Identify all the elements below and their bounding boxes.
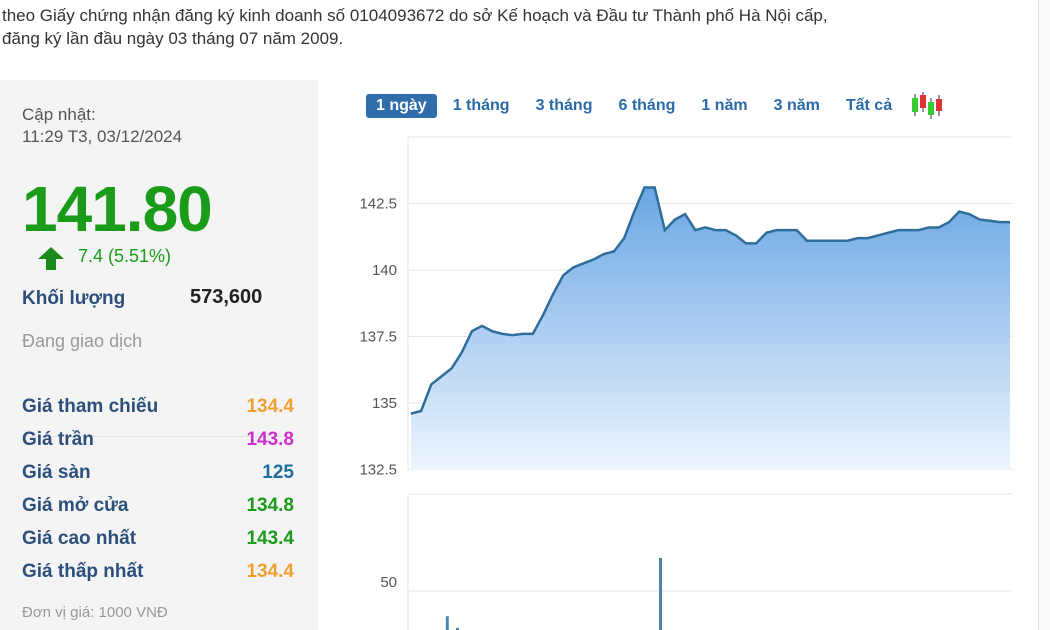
company-intro: theo Giấy chứng nhận đăng ký kinh doanh … [2, 4, 1032, 50]
y-tick-label: 132.5 [359, 462, 397, 479]
stat-value: 143.4 [246, 527, 294, 549]
candlestick-chart-icon[interactable] [910, 92, 944, 120]
stat-label: Giá mở cửa [22, 494, 129, 516]
scrollbar[interactable] [1038, 0, 1050, 630]
change-value: 7.4 (5.51%) [78, 246, 172, 266]
update-label: Cập nhật: [22, 105, 96, 124]
tab-1-ngày[interactable]: 1 ngày [366, 94, 437, 118]
y-tick-label: 135 [372, 395, 397, 412]
stat-label: Giá tham chiếu [22, 395, 159, 417]
tab-3-năm[interactable]: 3 năm [773, 97, 820, 114]
stat-value: 134.8 [246, 494, 294, 516]
update-time: 11:29 T3, 03/12/2024 [22, 127, 183, 146]
intro-line-1: theo Giấy chứng nhận đăng ký kinh doanh … [2, 6, 828, 25]
volume-tick-label: 50 [380, 574, 397, 591]
volume-label: Khối lượng [22, 288, 126, 309]
tab-1-năm[interactable]: 1 năm [701, 97, 748, 114]
update-info: Cập nhật: 11:29 T3, 03/12/2024 [22, 104, 182, 148]
stat-row: Giá trần 143.8 [22, 423, 294, 456]
volume-bar [455, 627, 459, 630]
volume-value: 573,600 [190, 286, 263, 308]
stat-row: Giá tham chiếu 134.4 [22, 390, 294, 423]
price-stats: Giá tham chiếu 134.4 Giá trần 143.8 Giá sàn 1… [22, 390, 294, 588]
period-tabs: 1 ngày 1 tháng 3 tháng 6 tháng 1 năm 3 năm Tất… [366, 92, 944, 120]
stat-value: 125 [262, 461, 294, 483]
volume-bar [659, 558, 663, 630]
stat-value: 143.8 [246, 428, 294, 450]
arrow-up-icon [38, 246, 64, 270]
current-price: 141.80 [22, 173, 213, 245]
tab-1-tháng[interactable]: 1 tháng [452, 97, 510, 114]
y-tick-label: 140 [372, 262, 397, 279]
price-change: 7.4 (5.51%) [38, 246, 172, 270]
trading-status: Đang giao dịch [22, 331, 143, 351]
y-tick-label: 137.5 [359, 329, 397, 346]
stat-value: 134.4 [246, 395, 294, 417]
price-unit: Đơn vị giá: 1000 VNĐ [22, 604, 168, 621]
price-area [411, 187, 1010, 471]
divider [22, 436, 292, 437]
stat-row: Giá thấp nhất 134.4 [22, 555, 294, 588]
tab-3-tháng[interactable]: 3 tháng [535, 97, 593, 114]
stat-row: Giá cao nhất 143.4 [22, 522, 294, 555]
stat-row: Giá mở cửa 134.8 [22, 489, 294, 522]
quote-panel: Cập nhật: 11:29 T3, 03/12/2024 141.80 7.… [0, 80, 318, 630]
stat-row: Giá sàn 125 [22, 456, 294, 489]
y-tick-label: 142.5 [359, 196, 397, 213]
tab-Tất-cả[interactable]: Tất cả [845, 97, 893, 114]
stat-value: 134.4 [246, 560, 294, 582]
stat-label: Giá cao nhất [22, 527, 137, 549]
stat-label: Giá trần [22, 428, 94, 450]
price-line [410, 186, 1010, 415]
stat-label: Giá thấp nhất [22, 560, 144, 582]
tab-6-tháng[interactable]: 6 tháng [618, 97, 676, 114]
stat-label: Giá sàn [22, 461, 91, 483]
volume-bar [445, 616, 449, 630]
intro-line-2: đăng ký lần đầu ngày 03 tháng 07 năm 200… [2, 29, 344, 48]
